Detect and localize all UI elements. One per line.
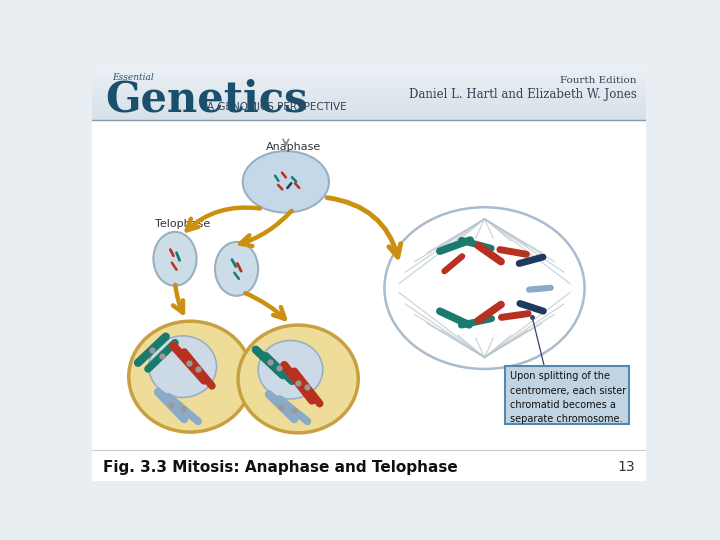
Bar [92,90,647,91]
Bar [92,76,647,77]
Bar [92,105,647,106]
Bar [92,112,647,113]
Bar [92,91,647,92]
Bar [92,109,647,110]
Bar [92,80,647,81]
Bar [92,83,647,84]
Bar [92,92,647,93]
Text: Anaphase: Anaphase [266,142,321,152]
Bar [92,108,647,109]
Bar [92,117,647,118]
Bar [92,93,647,94]
Text: Upon splitting of the
centromere, each sister
chromatid becomes a
separate chrom: Upon splitting of the centromere, each s… [510,372,626,424]
Bar [92,95,647,96]
Bar [92,102,647,103]
Ellipse shape [153,232,197,286]
Bar [92,120,647,450]
Bar [92,84,647,85]
Bar [92,99,647,100]
Bar [92,115,647,116]
Bar [92,88,647,89]
Text: Fig. 3.3 Mitosis: Anaphase and Telophase: Fig. 3.3 Mitosis: Anaphase and Telophase [104,460,458,475]
Bar [92,116,647,117]
Bar [92,68,647,69]
Bar [92,73,647,74]
Bar [92,78,647,79]
Bar [92,101,647,102]
Text: Daniel L. Hartl and Elizabeth W. Jones: Daniel L. Hartl and Elizabeth W. Jones [409,88,637,101]
Bar [92,106,647,107]
Ellipse shape [258,340,323,399]
Ellipse shape [215,242,258,296]
FancyBboxPatch shape [505,366,629,424]
Bar [92,96,647,97]
Bar [92,69,647,70]
Bar [92,98,647,99]
Bar [92,103,647,104]
Ellipse shape [384,207,585,369]
Bar [92,97,647,98]
Bar [92,119,647,120]
Bar [92,75,647,76]
Bar [92,70,647,71]
Bar [92,85,647,86]
Text: Telophase: Telophase [155,219,210,229]
Bar [92,77,647,78]
Bar [92,81,647,82]
Bar [92,65,647,66]
Bar [92,67,647,68]
Bar [92,72,647,73]
Ellipse shape [238,325,359,433]
Bar [92,104,647,105]
Bar [92,66,647,67]
Bar [92,94,647,95]
Bar [92,100,647,101]
Bar [92,111,647,112]
Bar [92,113,647,114]
Bar [92,114,647,115]
Bar [92,450,647,481]
Text: Essential: Essential [112,72,154,82]
Bar [92,79,647,80]
Text: A GENOMICS PERSPECTIVE: A GENOMICS PERSPECTIVE [207,102,347,112]
Bar [92,87,647,88]
Text: Genetics: Genetics [106,79,308,120]
Ellipse shape [129,321,252,432]
Bar [92,110,647,111]
Text: Fourth Edition: Fourth Edition [560,76,637,85]
Bar [92,118,647,119]
Bar [92,74,647,75]
Bar [92,71,647,72]
Bar [92,89,647,90]
Bar [92,82,647,83]
Text: 13: 13 [617,460,634,474]
Bar [92,86,647,87]
Bar [92,107,647,108]
Ellipse shape [149,336,217,397]
Ellipse shape [243,151,329,213]
